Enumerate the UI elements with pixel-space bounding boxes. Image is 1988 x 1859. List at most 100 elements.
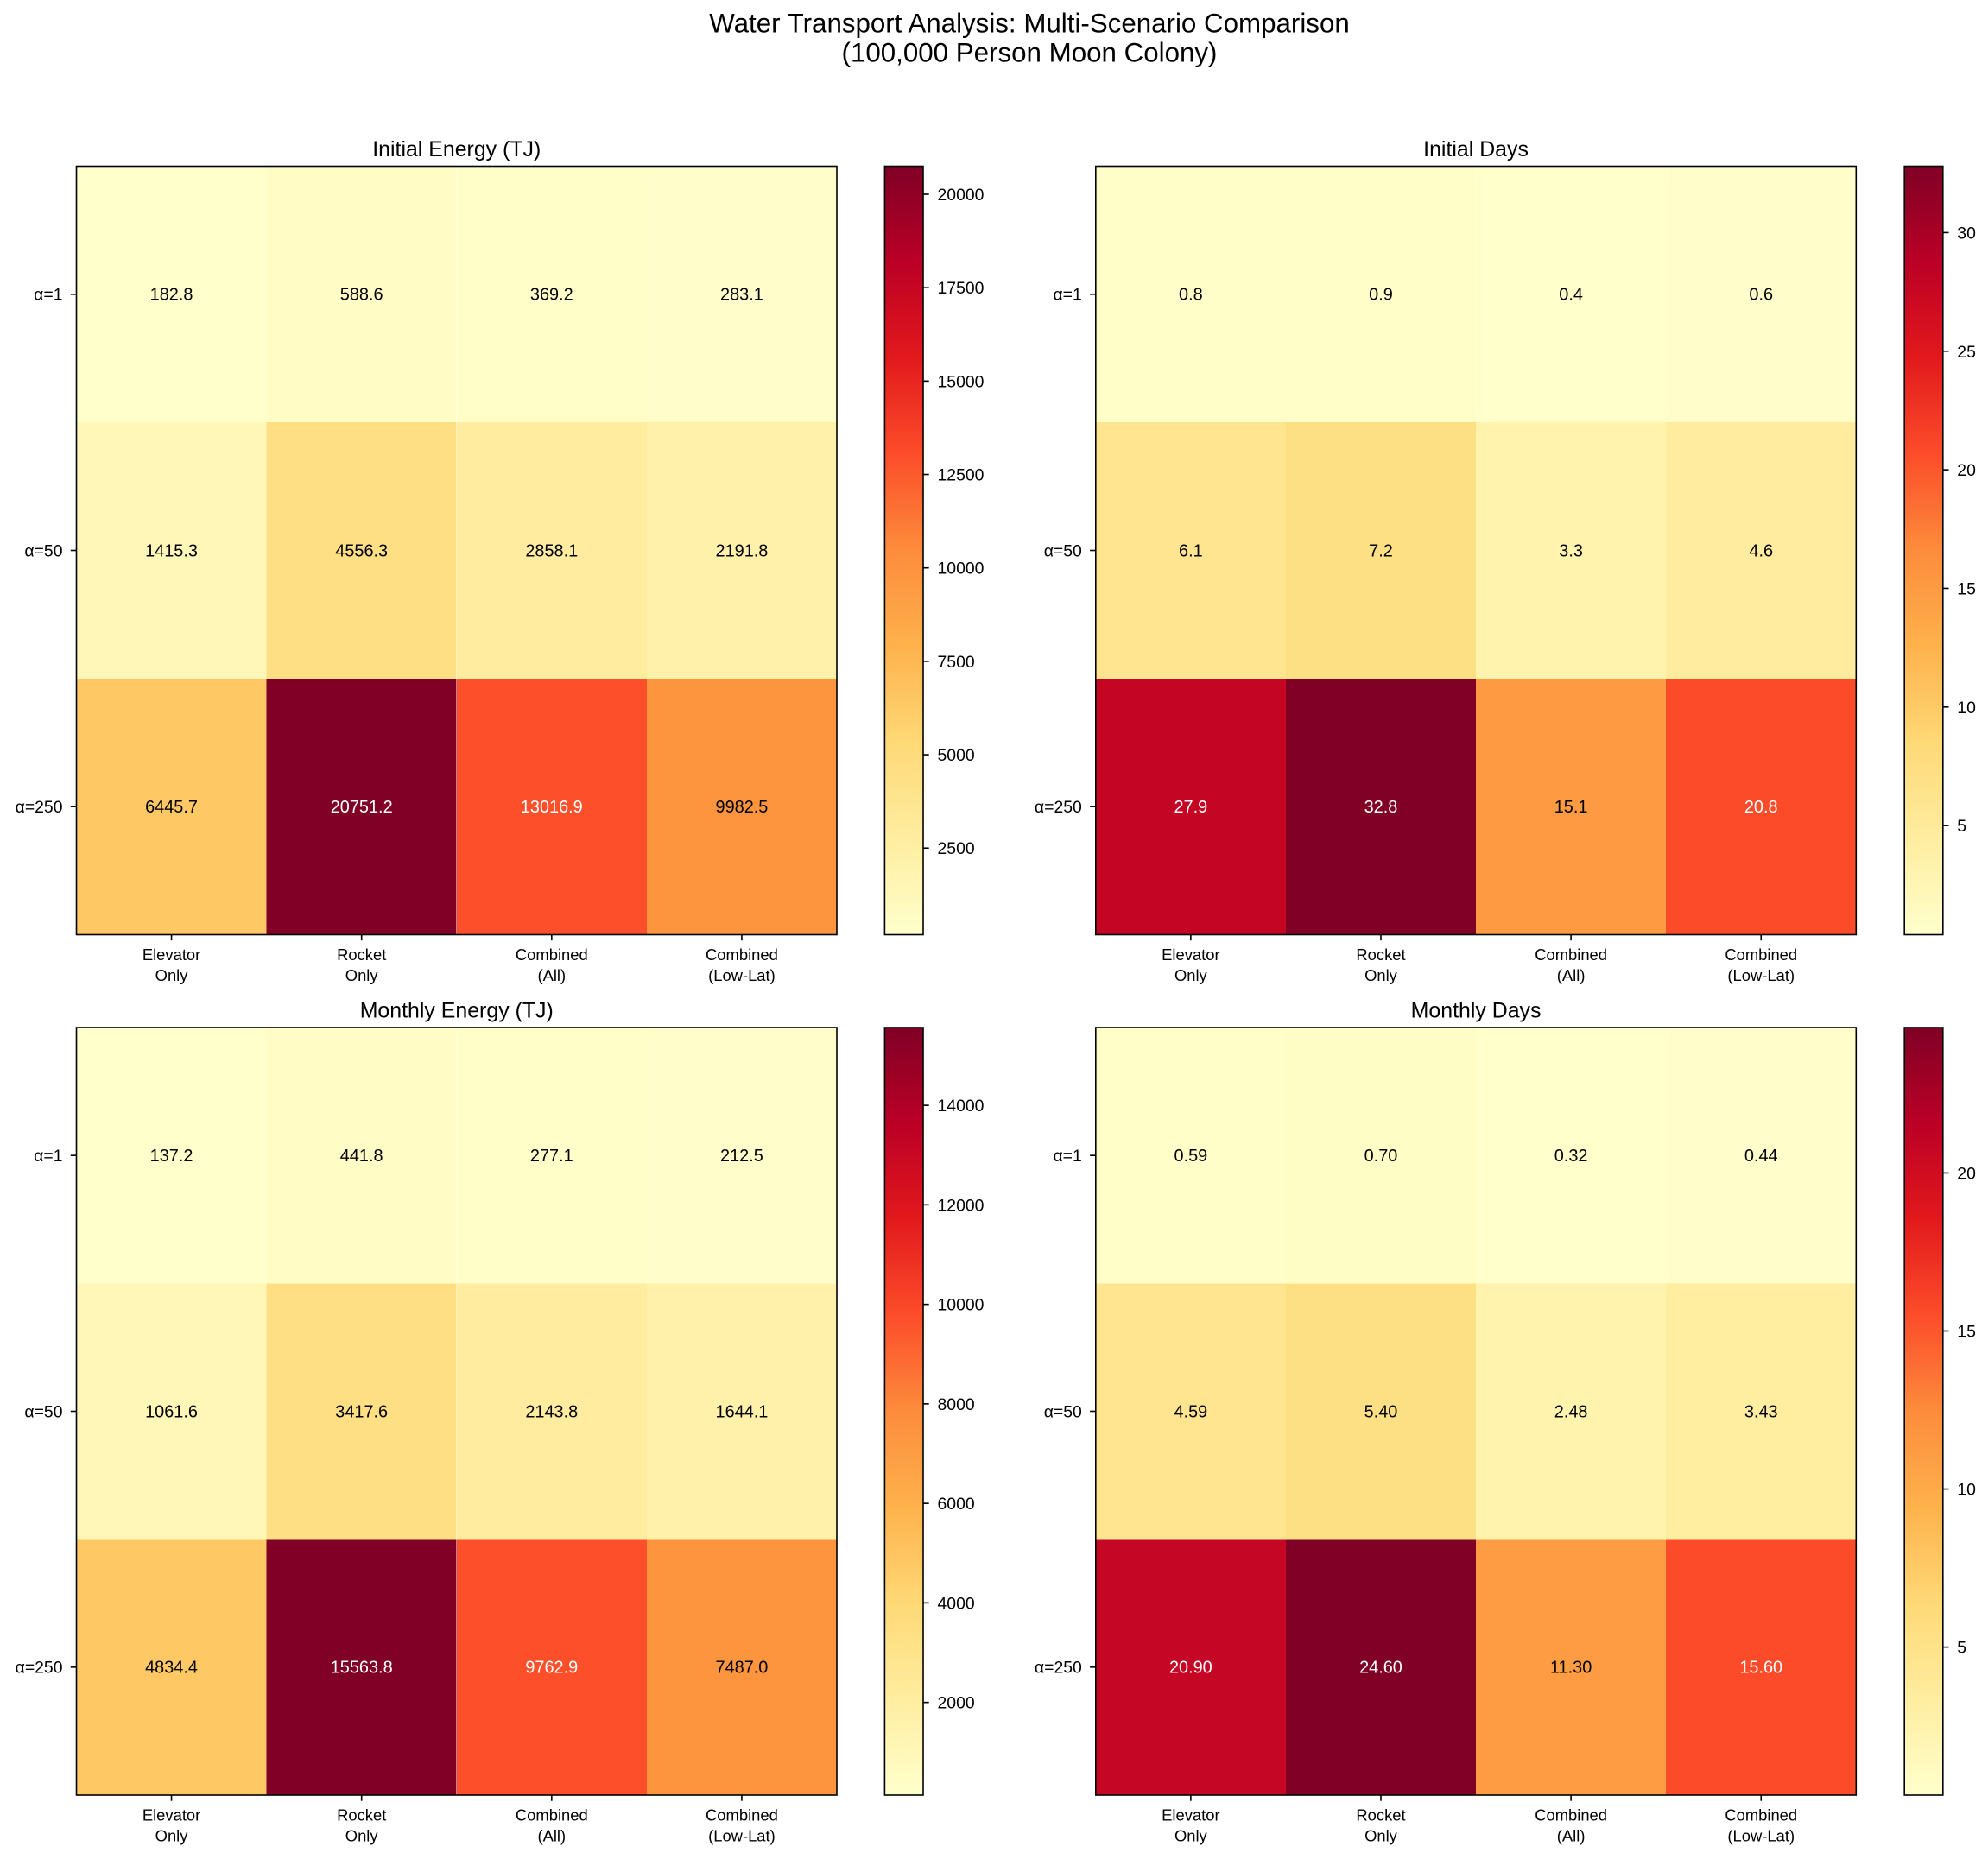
svg-text:Combined: Combined	[706, 945, 778, 964]
svg-text:(Low-Lat): (Low-Lat)	[708, 966, 776, 984]
svg-text:Elevator: Elevator	[142, 945, 200, 964]
svg-text:20751.2: 20751.2	[331, 798, 393, 817]
svg-text:Only: Only	[345, 1827, 379, 1845]
svg-text:Only: Only	[155, 1827, 189, 1845]
svg-text:12500: 12500	[938, 466, 985, 485]
svg-text:4000: 4000	[938, 1594, 975, 1613]
svg-text:Elevator: Elevator	[1162, 1806, 1219, 1824]
svg-text:1644.1: 1644.1	[716, 1402, 769, 1421]
svg-text:α=1: α=1	[34, 1147, 62, 1166]
svg-text:32.8: 32.8	[1364, 798, 1398, 817]
svg-text:α=1: α=1	[1053, 286, 1081, 305]
svg-text:25: 25	[1957, 343, 1976, 362]
svg-text:11.30: 11.30	[1550, 1659, 1592, 1678]
svg-text:15.60: 15.60	[1739, 1659, 1782, 1678]
svg-text:369.2: 369.2	[530, 286, 573, 305]
svg-text:0.8: 0.8	[1179, 286, 1203, 305]
svg-text:2858.1: 2858.1	[525, 541, 578, 560]
svg-text:(All): (All)	[537, 966, 566, 984]
svg-text:5.40: 5.40	[1364, 1402, 1398, 1421]
svg-text:Elevator: Elevator	[142, 1806, 200, 1824]
svg-text:20000: 20000	[938, 186, 985, 205]
svg-text:24.60: 24.60	[1359, 1659, 1402, 1678]
svg-text:Water Transport Analysis: Mult: Water Transport Analysis: Multi-Scenario…	[709, 8, 1350, 38]
svg-text:14000: 14000	[938, 1097, 985, 1116]
svg-text:10000: 10000	[938, 1296, 985, 1315]
svg-text:Only: Only	[345, 966, 379, 984]
svg-text:6445.7: 6445.7	[145, 798, 198, 817]
svg-text:6.1: 6.1	[1179, 541, 1203, 560]
svg-text:0.70: 0.70	[1364, 1147, 1398, 1166]
svg-text:Initial Days: Initial Days	[1423, 137, 1529, 161]
svg-text:α=50: α=50	[1044, 1402, 1082, 1421]
svg-text:20: 20	[1957, 1164, 1976, 1183]
svg-text:2.48: 2.48	[1554, 1402, 1588, 1421]
svg-text:15.1: 15.1	[1554, 798, 1588, 817]
svg-text:Combined: Combined	[1725, 1806, 1797, 1824]
svg-text:Combined: Combined	[1535, 1806, 1607, 1824]
svg-text:(Low-Lat): (Low-Lat)	[1727, 966, 1795, 984]
svg-text:5: 5	[1957, 1639, 1966, 1658]
svg-text:3.43: 3.43	[1744, 1402, 1778, 1421]
svg-text:9762.9: 9762.9	[525, 1659, 578, 1678]
svg-text:Combined: Combined	[1725, 945, 1797, 964]
svg-text:Only: Only	[1174, 1827, 1208, 1845]
svg-text:20.8: 20.8	[1744, 798, 1778, 817]
svg-text:1415.3: 1415.3	[145, 541, 198, 560]
svg-text:(All): (All)	[537, 1827, 566, 1845]
svg-text:15000: 15000	[938, 372, 985, 391]
svg-text:7500: 7500	[938, 653, 975, 672]
svg-text:Only: Only	[1174, 966, 1208, 984]
svg-text:α=250: α=250	[16, 798, 63, 817]
svg-text:15563.8: 15563.8	[331, 1659, 393, 1678]
svg-text:4.59: 4.59	[1174, 1402, 1208, 1421]
svg-text:17500: 17500	[938, 279, 985, 298]
svg-text:Initial Energy (TJ): Initial Energy (TJ)	[372, 137, 541, 161]
svg-text:6000: 6000	[938, 1495, 975, 1514]
svg-text:2143.8: 2143.8	[525, 1402, 578, 1421]
svg-text:Monthly Energy (TJ): Monthly Energy (TJ)	[360, 999, 554, 1023]
svg-text:137.2: 137.2	[150, 1147, 193, 1166]
svg-text:2191.8: 2191.8	[716, 541, 769, 560]
svg-text:212.5: 212.5	[720, 1147, 763, 1166]
svg-text:α=50: α=50	[1044, 541, 1082, 560]
svg-text:Rocket: Rocket	[1356, 945, 1405, 964]
svg-text:283.1: 283.1	[720, 286, 763, 305]
svg-text:2000: 2000	[938, 1694, 975, 1713]
svg-text:(100,000 Person Moon Colony): (100,000 Person Moon Colony)	[842, 37, 1218, 67]
svg-text:182.8: 182.8	[150, 286, 193, 305]
svg-text:3417.6: 3417.6	[335, 1402, 388, 1421]
svg-text:2500: 2500	[938, 839, 975, 858]
svg-text:Rocket: Rocket	[337, 1806, 386, 1824]
svg-text:4.6: 4.6	[1749, 541, 1773, 560]
svg-text:Monthly Days: Monthly Days	[1411, 999, 1542, 1023]
svg-text:Combined: Combined	[1535, 945, 1607, 964]
svg-text:7487.0: 7487.0	[716, 1659, 769, 1678]
svg-text:10000: 10000	[938, 560, 985, 579]
svg-text:1061.6: 1061.6	[145, 1402, 198, 1421]
svg-text:Combined: Combined	[516, 1806, 588, 1824]
svg-text:15: 15	[1957, 1323, 1976, 1342]
svg-text:(All): (All)	[1557, 1827, 1586, 1845]
svg-text:30: 30	[1957, 224, 1976, 243]
svg-text:8000: 8000	[938, 1395, 975, 1414]
svg-text:12000: 12000	[938, 1196, 985, 1215]
svg-text:α=250: α=250	[16, 1659, 63, 1678]
svg-text:27.9: 27.9	[1174, 798, 1208, 817]
svg-text:α=1: α=1	[34, 286, 62, 305]
svg-text:4834.4: 4834.4	[145, 1659, 198, 1678]
svg-text:5000: 5000	[938, 746, 975, 765]
svg-text:Elevator: Elevator	[1162, 945, 1219, 964]
svg-text:10: 10	[1957, 699, 1976, 718]
svg-text:0.44: 0.44	[1744, 1147, 1778, 1166]
svg-text:α=250: α=250	[1035, 1659, 1082, 1678]
svg-text:9982.5: 9982.5	[716, 798, 769, 817]
svg-text:0.4: 0.4	[1559, 286, 1583, 305]
svg-text:7.2: 7.2	[1369, 541, 1393, 560]
svg-text:(All): (All)	[1557, 966, 1586, 984]
svg-text:Combined: Combined	[516, 945, 588, 964]
svg-text:441.8: 441.8	[340, 1147, 383, 1166]
svg-text:Only: Only	[155, 966, 189, 984]
svg-text:α=1: α=1	[1053, 1147, 1081, 1166]
svg-text:Rocket: Rocket	[337, 945, 386, 964]
